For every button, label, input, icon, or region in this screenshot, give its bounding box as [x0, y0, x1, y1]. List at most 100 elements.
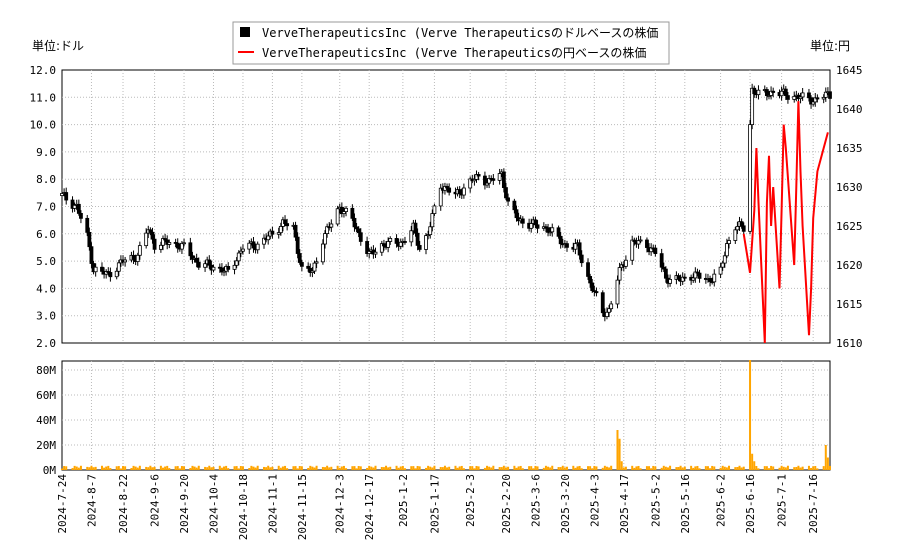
candle-body — [501, 171, 506, 188]
candle-body — [544, 226, 548, 229]
volume-bar — [353, 466, 356, 470]
volume-bar — [601, 467, 604, 470]
y-left-tick: 7.0 — [36, 201, 56, 214]
candle-body — [512, 200, 517, 211]
candle-body — [354, 226, 359, 230]
candle-body — [661, 266, 666, 270]
candle-body — [823, 91, 828, 98]
volume-bar — [782, 466, 785, 470]
candle-body — [617, 267, 622, 281]
x-tick: 2025-3-20 — [559, 474, 572, 534]
candle-body — [786, 95, 790, 100]
x-tick: 2024-7-24 — [56, 474, 69, 534]
candle-body — [161, 238, 165, 246]
volume-bar — [822, 466, 825, 470]
volume-bar — [425, 467, 428, 470]
volume-bar — [669, 465, 672, 470]
volume-bar — [65, 466, 68, 470]
candle-body — [352, 217, 357, 228]
volume-bar — [117, 466, 120, 470]
candle-body — [72, 204, 77, 209]
candle-body — [321, 243, 325, 263]
candle-body — [708, 278, 712, 282]
candle-body — [358, 232, 363, 242]
volume-bar — [279, 467, 282, 470]
volume-bar — [492, 465, 495, 470]
candle-body — [638, 239, 643, 242]
y-left-tick: 11.0 — [30, 91, 57, 104]
candle-body — [739, 221, 744, 227]
volume-bar — [812, 466, 815, 470]
volume-bar — [159, 465, 162, 470]
volume-bar — [500, 467, 503, 470]
volume-bar — [631, 465, 634, 470]
volume-bar — [728, 465, 731, 470]
volume-bar — [593, 465, 596, 470]
volume-bar — [286, 468, 289, 470]
volume-bar — [578, 465, 581, 470]
x-tick: 2025-6-16 — [744, 474, 757, 534]
candle-body — [137, 245, 142, 256]
volume-bar — [161, 467, 164, 470]
volume-bar — [183, 466, 186, 470]
x-tick: 2024-12-17 — [363, 474, 376, 540]
candle-body — [609, 303, 614, 310]
volume-bar — [309, 465, 312, 470]
volume-bar — [778, 467, 781, 470]
candle-body — [798, 96, 803, 100]
volume-bar — [829, 465, 831, 470]
candle-body — [108, 272, 113, 278]
y-right-tick: 1630 — [836, 181, 863, 194]
y-right-tick-labels: 1645 1640 1635 1630 1625 1620 1615 1610 — [836, 64, 863, 350]
candle-body — [60, 192, 64, 196]
y-right-tick: 1635 — [836, 142, 863, 155]
volume-bar — [174, 466, 177, 470]
candle-body — [342, 211, 346, 215]
volume-bar — [100, 465, 103, 470]
volume-bar — [168, 468, 171, 470]
volume-bar — [105, 466, 108, 470]
volume-bar — [807, 465, 810, 470]
volume-bar — [397, 467, 400, 470]
candle-body — [398, 241, 403, 247]
volume-bar — [755, 465, 758, 470]
volume-bar — [389, 466, 392, 470]
volume-bar — [176, 466, 179, 470]
volume-bar — [267, 465, 270, 470]
volume-bar — [561, 465, 564, 470]
candle-body — [735, 226, 740, 231]
volume-bar — [532, 468, 535, 470]
candle-body — [586, 262, 590, 277]
candle-body — [310, 270, 315, 273]
candle-body — [382, 243, 386, 247]
volume-bar — [639, 468, 642, 470]
candle-body — [356, 228, 361, 234]
volume-bar — [517, 466, 520, 470]
candle-body — [815, 97, 820, 100]
candle-body — [203, 263, 207, 268]
volume-bar — [149, 465, 152, 470]
volume-bar — [387, 467, 390, 470]
candle-body — [594, 291, 599, 294]
candle-body — [741, 225, 746, 232]
volume-bar — [88, 467, 91, 470]
volume-bar — [395, 465, 398, 470]
volume-bar — [664, 466, 667, 470]
candle-body — [649, 247, 654, 253]
candle-body — [588, 276, 593, 284]
candle-body — [211, 266, 216, 271]
volume-bar — [666, 467, 669, 470]
volume-bar — [635, 466, 638, 470]
candle-body — [546, 227, 550, 233]
volume-bar — [816, 468, 819, 470]
x-tick: 2024-11-15 — [296, 474, 309, 540]
volume-bar — [119, 468, 122, 470]
volume-bar — [814, 465, 817, 470]
volume-bar — [793, 467, 796, 470]
candle-body — [367, 250, 372, 254]
volume-bar — [382, 467, 385, 470]
candle-body — [386, 241, 391, 248]
volume-bar — [534, 465, 537, 470]
volume-bar — [225, 465, 228, 470]
volume-bar — [132, 465, 135, 470]
